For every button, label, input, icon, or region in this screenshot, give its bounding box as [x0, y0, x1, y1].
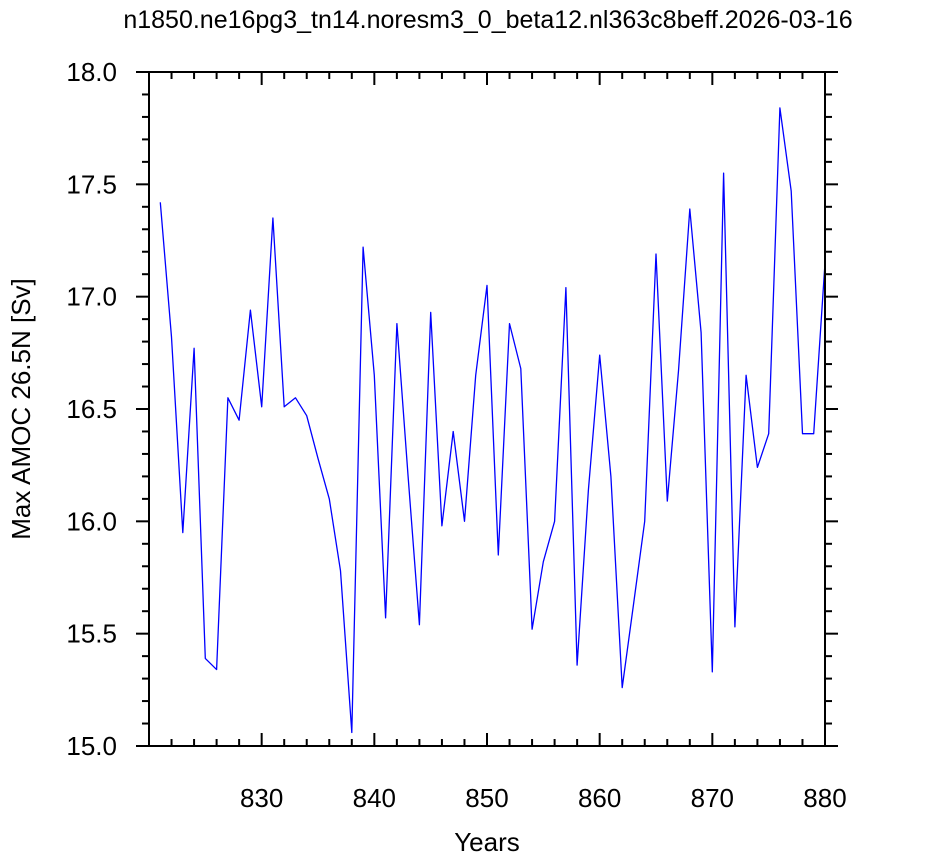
- y-tick-label: 15.0: [66, 731, 117, 761]
- x-tick-label: 860: [578, 783, 621, 813]
- y-tick-label: 17.5: [66, 169, 117, 199]
- x-tick-label: 840: [353, 783, 396, 813]
- axis-ticks: [136, 71, 838, 747]
- data-series: [159, 107, 826, 734]
- y-axis-label: Max AMOC 26.5N [Sv]: [6, 278, 36, 540]
- plot-frame: [148, 71, 826, 747]
- y-tick-label: 15.5: [66, 619, 117, 649]
- x-tick-label: 880: [803, 783, 846, 813]
- series-line: [159, 107, 826, 734]
- x-tick-label: 830: [240, 783, 283, 813]
- y-tick-label: 16.0: [66, 506, 117, 536]
- x-tick-label: 850: [465, 783, 508, 813]
- chart-title: n1850.ne16pg3_tn14.noresm3_0_beta12.nl36…: [123, 6, 852, 34]
- x-tick-label: 870: [691, 783, 734, 813]
- y-tick-label: 16.5: [66, 394, 117, 424]
- tick-labels: 830 840 850 860 870 880 15.0 15.5 16.0 16.5 17.0 17…: [66, 57, 846, 813]
- x-axis-label: Years: [454, 827, 520, 857]
- y-tick-label: 17.0: [66, 282, 117, 312]
- y-tick-label: 18.0: [66, 57, 117, 87]
